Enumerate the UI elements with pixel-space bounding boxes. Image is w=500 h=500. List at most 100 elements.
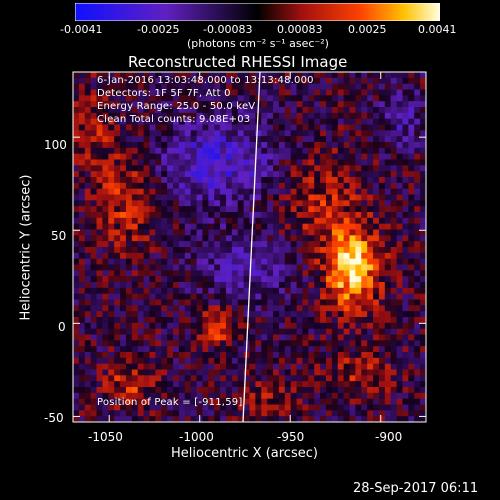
image-pixel bbox=[243, 223, 250, 230]
image-pixel bbox=[237, 270, 245, 277]
image-pixel bbox=[249, 252, 256, 260]
image-pixel bbox=[337, 89, 345, 96]
image-pixel bbox=[273, 200, 280, 207]
image-pixel bbox=[167, 293, 174, 300]
image-pixel bbox=[273, 387, 280, 394]
image-pixel bbox=[143, 136, 150, 143]
image-pixel bbox=[420, 223, 427, 230]
image-pixel bbox=[384, 252, 392, 260]
image-pixel bbox=[255, 72, 262, 79]
image-pixel bbox=[331, 328, 339, 335]
image-pixel bbox=[73, 410, 80, 417]
image-pixel bbox=[102, 352, 109, 359]
image-pixel bbox=[173, 101, 180, 108]
image-pixel bbox=[120, 229, 127, 236]
image-pixel bbox=[208, 107, 215, 114]
image-pixel bbox=[367, 311, 374, 318]
image-pixel bbox=[208, 206, 215, 213]
image-pixel bbox=[320, 398, 327, 405]
image-pixel bbox=[78, 410, 86, 417]
image-pixel bbox=[220, 223, 227, 230]
image-pixel bbox=[278, 124, 286, 131]
image-pixel bbox=[261, 416, 268, 423]
image-pixel bbox=[108, 188, 115, 195]
image-pixel bbox=[131, 363, 139, 370]
image-pixel bbox=[296, 282, 303, 289]
image-pixel bbox=[402, 282, 409, 289]
image-pixel bbox=[373, 392, 380, 400]
image-pixel bbox=[143, 276, 150, 283]
image-pixel bbox=[420, 188, 427, 195]
image-pixel bbox=[220, 147, 227, 155]
image-pixel bbox=[84, 340, 92, 347]
image-pixel bbox=[349, 153, 356, 160]
image-pixel bbox=[125, 392, 133, 400]
image-pixel bbox=[131, 299, 139, 306]
image-pixel bbox=[402, 147, 409, 155]
image-pixel bbox=[125, 322, 133, 330]
image-pixel bbox=[396, 194, 403, 201]
image-pixel bbox=[78, 112, 86, 120]
image-pixel bbox=[237, 147, 245, 155]
image-pixel bbox=[273, 159, 280, 166]
image-pixel bbox=[208, 142, 215, 149]
image-pixel bbox=[331, 287, 339, 295]
image-pixel bbox=[184, 276, 192, 283]
image-pixel bbox=[349, 264, 356, 271]
image-pixel bbox=[225, 334, 233, 341]
image-pixel bbox=[78, 252, 86, 260]
image-pixel bbox=[367, 95, 374, 102]
image-pixel bbox=[155, 223, 162, 230]
image-pixel bbox=[408, 124, 415, 131]
image-pixel bbox=[125, 153, 133, 160]
image-pixel bbox=[255, 375, 262, 382]
image-pixel bbox=[261, 404, 268, 411]
image-pixel bbox=[337, 112, 345, 120]
image-pixel bbox=[367, 328, 374, 335]
image-pixel bbox=[314, 299, 321, 306]
image-pixel bbox=[296, 229, 303, 236]
image-pixel bbox=[190, 305, 197, 312]
image-pixel bbox=[367, 72, 374, 79]
image-pixel bbox=[349, 305, 356, 312]
image-pixel bbox=[131, 334, 139, 341]
image-pixel bbox=[231, 305, 239, 312]
image-pixel bbox=[337, 293, 345, 300]
image-pixel bbox=[349, 223, 356, 230]
image-pixel bbox=[90, 159, 97, 166]
image-pixel bbox=[361, 124, 368, 131]
image-pixel bbox=[420, 305, 427, 312]
image-pixel bbox=[184, 317, 192, 324]
image-pixel bbox=[190, 241, 197, 248]
image-pixel bbox=[173, 241, 180, 248]
image-pixel bbox=[196, 107, 203, 114]
image-pixel bbox=[214, 299, 221, 306]
image-pixel bbox=[84, 287, 92, 295]
image-pixel bbox=[308, 282, 315, 289]
image-pixel bbox=[220, 322, 227, 330]
image-pixel bbox=[102, 147, 109, 155]
image-pixel bbox=[273, 375, 280, 382]
image-pixel bbox=[355, 340, 362, 347]
image-pixel bbox=[178, 276, 186, 283]
image-pixel bbox=[96, 352, 103, 359]
image-pixel bbox=[155, 334, 162, 341]
image-pixel bbox=[143, 165, 150, 172]
image-pixel bbox=[114, 252, 121, 260]
image-title: Reconstructed RHESSI Image bbox=[128, 53, 348, 71]
image-pixel bbox=[420, 212, 427, 219]
image-pixel bbox=[78, 247, 86, 254]
image-pixel bbox=[173, 217, 180, 225]
image-pixel bbox=[125, 171, 133, 178]
image-pixel bbox=[284, 89, 292, 96]
image-pixel bbox=[196, 363, 203, 370]
image-pixel bbox=[90, 200, 97, 207]
image-pixel bbox=[125, 217, 133, 225]
image-pixel bbox=[149, 212, 156, 219]
image-pixel bbox=[120, 217, 127, 225]
image-pixel bbox=[96, 247, 103, 254]
image-pixel bbox=[73, 299, 80, 306]
image-pixel bbox=[302, 112, 309, 120]
image-pixel bbox=[255, 188, 262, 195]
image-pixel bbox=[208, 299, 215, 306]
